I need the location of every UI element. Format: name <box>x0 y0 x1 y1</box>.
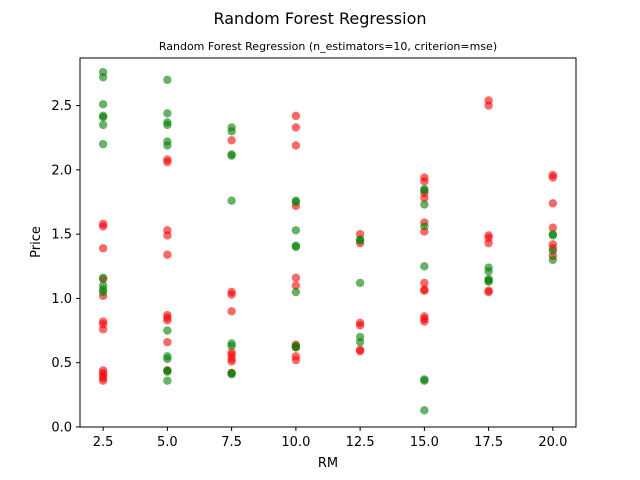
scatter-point-red <box>484 101 493 110</box>
scatter-point-green <box>163 75 172 85</box>
scatter-point-red <box>163 316 172 325</box>
scatter-point-red <box>291 281 301 290</box>
scatter-point-green <box>227 196 236 205</box>
scatter-point-green <box>163 326 172 335</box>
scatter-point-green <box>291 287 301 297</box>
scatter-point-green <box>420 200 429 209</box>
axes-frame <box>79 57 577 428</box>
scatter-point-red <box>163 231 172 240</box>
scatter-point-red <box>355 346 365 356</box>
scatter-point-red <box>548 199 558 208</box>
y-tick-label: 2.0 <box>51 163 72 178</box>
x-tick-label: 2.5 <box>93 435 114 450</box>
scatter-point-red <box>98 222 108 231</box>
x-tick-label: 10.0 <box>281 435 310 450</box>
scatter-point-green <box>420 406 429 415</box>
scatter-point-red <box>98 376 108 385</box>
x-tick-label: 20.0 <box>538 435 567 450</box>
scatter-point-green <box>98 139 108 149</box>
scatter-point-red <box>163 157 172 167</box>
scatter-point-red <box>227 357 236 366</box>
scatter-point-green <box>291 197 301 207</box>
y-tick-label: 1.0 <box>51 292 72 307</box>
scatter-point-red <box>355 321 365 330</box>
scatter-point-green <box>355 278 365 288</box>
scatter-point-green <box>291 226 301 235</box>
scatter-point-green <box>163 109 172 118</box>
scatter-point-green <box>98 287 108 297</box>
scatter-point-red <box>548 223 558 232</box>
scatter-point-green <box>98 112 108 122</box>
scatter-point-green <box>484 267 493 276</box>
scatter-point-green <box>163 141 172 150</box>
scatter-point-green <box>355 236 365 245</box>
x-axis: 2.5 5.0 7.5 10.0 12.5 15.0 17.5 20.0 <box>93 427 567 450</box>
scatter-point-green <box>420 186 429 195</box>
scatter-point-green <box>227 341 236 351</box>
data-points <box>98 67 558 415</box>
scatter-point-green <box>484 277 493 286</box>
scatter-point-green <box>163 120 172 130</box>
scatter-point-green <box>227 127 236 136</box>
scatter-point-green <box>227 151 236 160</box>
scatter-point-green <box>98 100 108 109</box>
chart-title: Random Forest Regression <box>213 9 426 28</box>
scatter-point-red <box>291 355 301 365</box>
scatter-point-red <box>98 325 108 334</box>
scatter-point-green <box>548 246 558 256</box>
chart-subtitle: Random Forest Regression (n_estimators=1… <box>159 40 497 53</box>
x-tick-label: 17.5 <box>474 435 503 450</box>
scatter-point-green <box>548 255 558 265</box>
y-tick-label: 0.0 <box>51 421 72 436</box>
scatter-point-red <box>291 123 301 132</box>
scatter-point-red <box>291 141 301 150</box>
x-axis-label: RM <box>318 456 338 471</box>
scatter-point-green <box>163 354 172 364</box>
scatter-point-green <box>291 343 301 352</box>
scatter-point-green <box>291 242 301 252</box>
scatter-point-green <box>420 262 429 271</box>
scatter-point-red <box>420 286 429 295</box>
y-tick-label: 1.5 <box>51 228 72 243</box>
scatter-point-green <box>420 376 429 385</box>
x-tick-label: 12.5 <box>346 435 375 450</box>
scatter-point-red <box>163 250 172 259</box>
y-tick-label: 0.5 <box>51 356 72 371</box>
scatter-point-red <box>227 307 236 316</box>
scatter-point-red <box>227 290 236 299</box>
scatter-point-red <box>227 136 236 145</box>
scatter-point-red <box>291 111 301 121</box>
scatter-point-red <box>163 337 172 347</box>
scatter-point-green <box>98 120 108 130</box>
y-axis-label: Price <box>29 226 44 258</box>
x-tick-label: 7.5 <box>221 435 242 450</box>
scatter-point-red <box>291 273 301 283</box>
y-axis: 0.0 0.5 1.0 1.5 2.0 2.5 <box>51 99 80 436</box>
scatter-point-red <box>484 238 493 248</box>
scatter-point-red <box>548 173 558 182</box>
scatter-point-green <box>355 337 365 347</box>
scatter-point-red <box>98 244 108 253</box>
x-tick-label: 5.0 <box>157 435 178 450</box>
scatter-point-green <box>548 231 558 240</box>
scatter-point-green <box>163 376 172 385</box>
scatter-point-red <box>484 287 493 297</box>
scatter-point-green <box>98 273 108 283</box>
x-tick-label: 15.0 <box>410 435 439 450</box>
scatter-point-green <box>163 367 172 376</box>
scatter-point-red <box>420 278 429 288</box>
scatter-point-green <box>420 222 429 231</box>
scatter-point-green <box>227 370 236 379</box>
y-tick-label: 2.5 <box>51 99 72 114</box>
scatter-point-red <box>420 177 429 186</box>
scatter-point-green <box>98 73 108 82</box>
scatter-point-red <box>420 317 429 326</box>
